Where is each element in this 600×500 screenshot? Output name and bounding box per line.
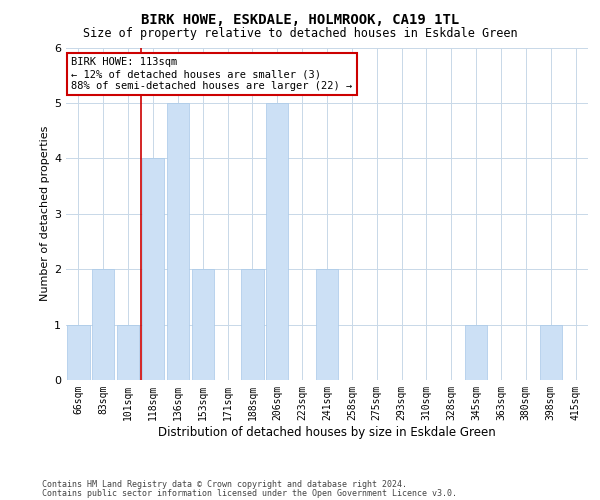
Bar bbox=[191, 269, 214, 380]
Y-axis label: Number of detached properties: Number of detached properties bbox=[40, 126, 50, 302]
Text: BIRK HOWE: 113sqm
← 12% of detached houses are smaller (3)
88% of semi-detached : BIRK HOWE: 113sqm ← 12% of detached hous… bbox=[71, 58, 352, 90]
Text: Size of property relative to detached houses in Eskdale Green: Size of property relative to detached ho… bbox=[83, 28, 517, 40]
Bar bbox=[539, 324, 562, 380]
Bar bbox=[167, 103, 189, 380]
Text: Contains public sector information licensed under the Open Government Licence v3: Contains public sector information licen… bbox=[42, 489, 457, 498]
X-axis label: Distribution of detached houses by size in Eskdale Green: Distribution of detached houses by size … bbox=[158, 426, 496, 438]
Bar bbox=[142, 158, 164, 380]
Text: Contains HM Land Registry data © Crown copyright and database right 2024.: Contains HM Land Registry data © Crown c… bbox=[42, 480, 407, 489]
Bar bbox=[316, 269, 338, 380]
Bar bbox=[266, 103, 289, 380]
Text: BIRK HOWE, ESKDALE, HOLMROOK, CA19 1TL: BIRK HOWE, ESKDALE, HOLMROOK, CA19 1TL bbox=[141, 12, 459, 26]
Bar bbox=[117, 324, 139, 380]
Bar bbox=[92, 269, 115, 380]
Bar bbox=[465, 324, 487, 380]
Bar bbox=[241, 269, 263, 380]
Bar bbox=[67, 324, 89, 380]
